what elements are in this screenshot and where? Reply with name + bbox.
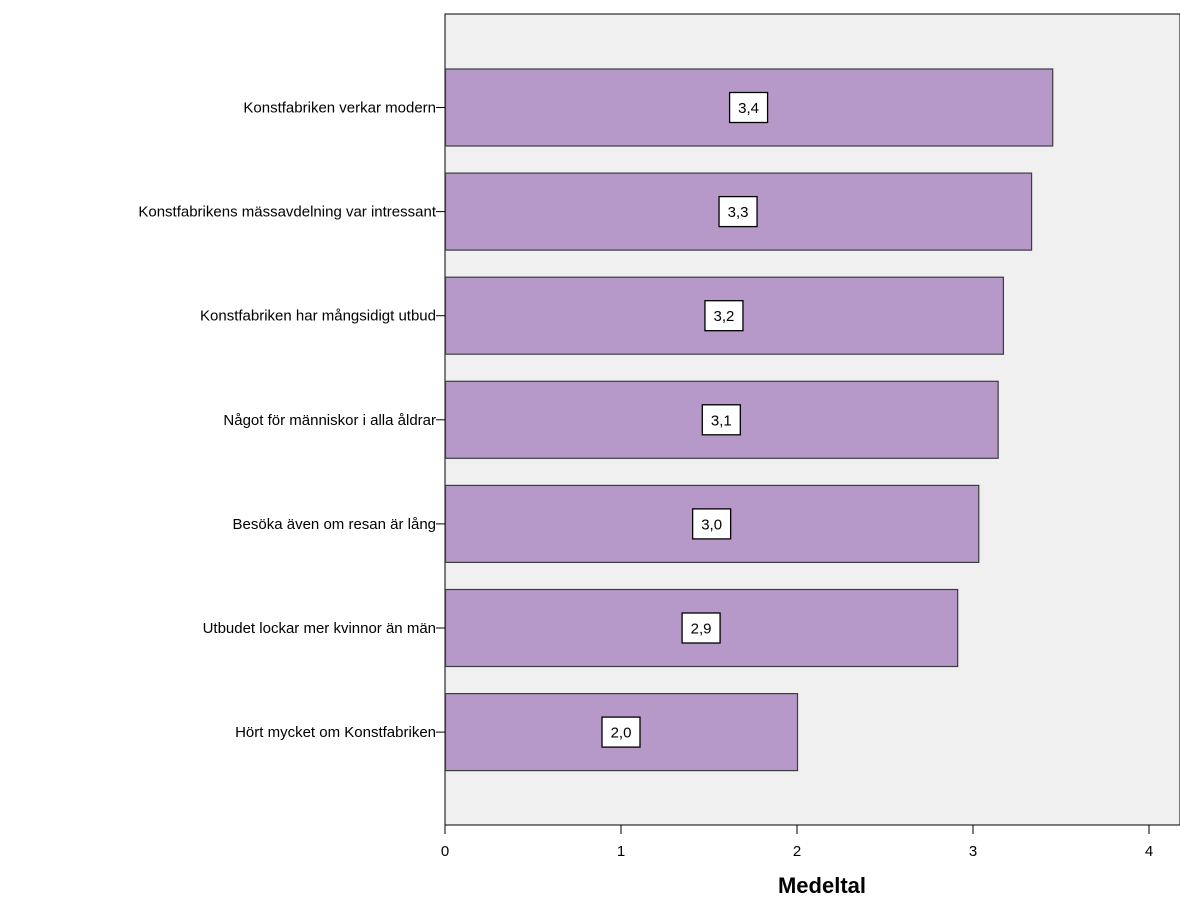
data-label: 3,2: [714, 308, 735, 325]
value-axis-group: 0 1 2 3 4: [441, 825, 1153, 860]
data-labels-group: 3,4 3,3 3,2 3,1 3,0 2,9 2,0: [601, 91, 769, 748]
x-tick-label: 3: [969, 843, 977, 860]
category-label: Konstfabrikens mässavdelning var intress…: [138, 204, 436, 221]
data-label: 3,4: [738, 100, 759, 117]
x-tick-label: 1: [617, 843, 625, 860]
data-label-box: [701, 404, 741, 436]
data-label: 3,3: [728, 204, 749, 221]
category-label: Utbudet lockar mer kvinnor än män: [203, 620, 436, 637]
category-label: Konstfabriken har mångsidigt utbud: [200, 308, 436, 325]
data-label-box: [704, 300, 744, 332]
category-label: Hört mycket om Konstfabriken: [235, 724, 436, 741]
x-tick-label: 4: [1145, 843, 1153, 860]
data-label-box: [728, 91, 769, 124]
category-label: Något för människor i alla åldrar: [223, 412, 436, 429]
data-label: 2,9: [691, 621, 712, 638]
x-axis-title: Medeltal: [778, 873, 866, 898]
x-tick-label: 0: [441, 843, 449, 860]
category-axis-group: Konstfabriken verkar modern Konstfabriken…: [138, 100, 445, 741]
data-label-box: [718, 195, 758, 228]
x-tick-label: 2: [793, 843, 801, 860]
data-label: 3,0: [701, 516, 722, 533]
data-label-box: [691, 508, 732, 540]
data-label: 3,1: [711, 412, 732, 429]
data-label-box: [601, 716, 641, 748]
data-label: 2,0: [611, 725, 632, 742]
data-label-box: [681, 612, 721, 644]
category-label: Besöka även om resan är lång: [233, 516, 436, 533]
category-label: Konstfabriken verkar modern: [243, 100, 436, 117]
